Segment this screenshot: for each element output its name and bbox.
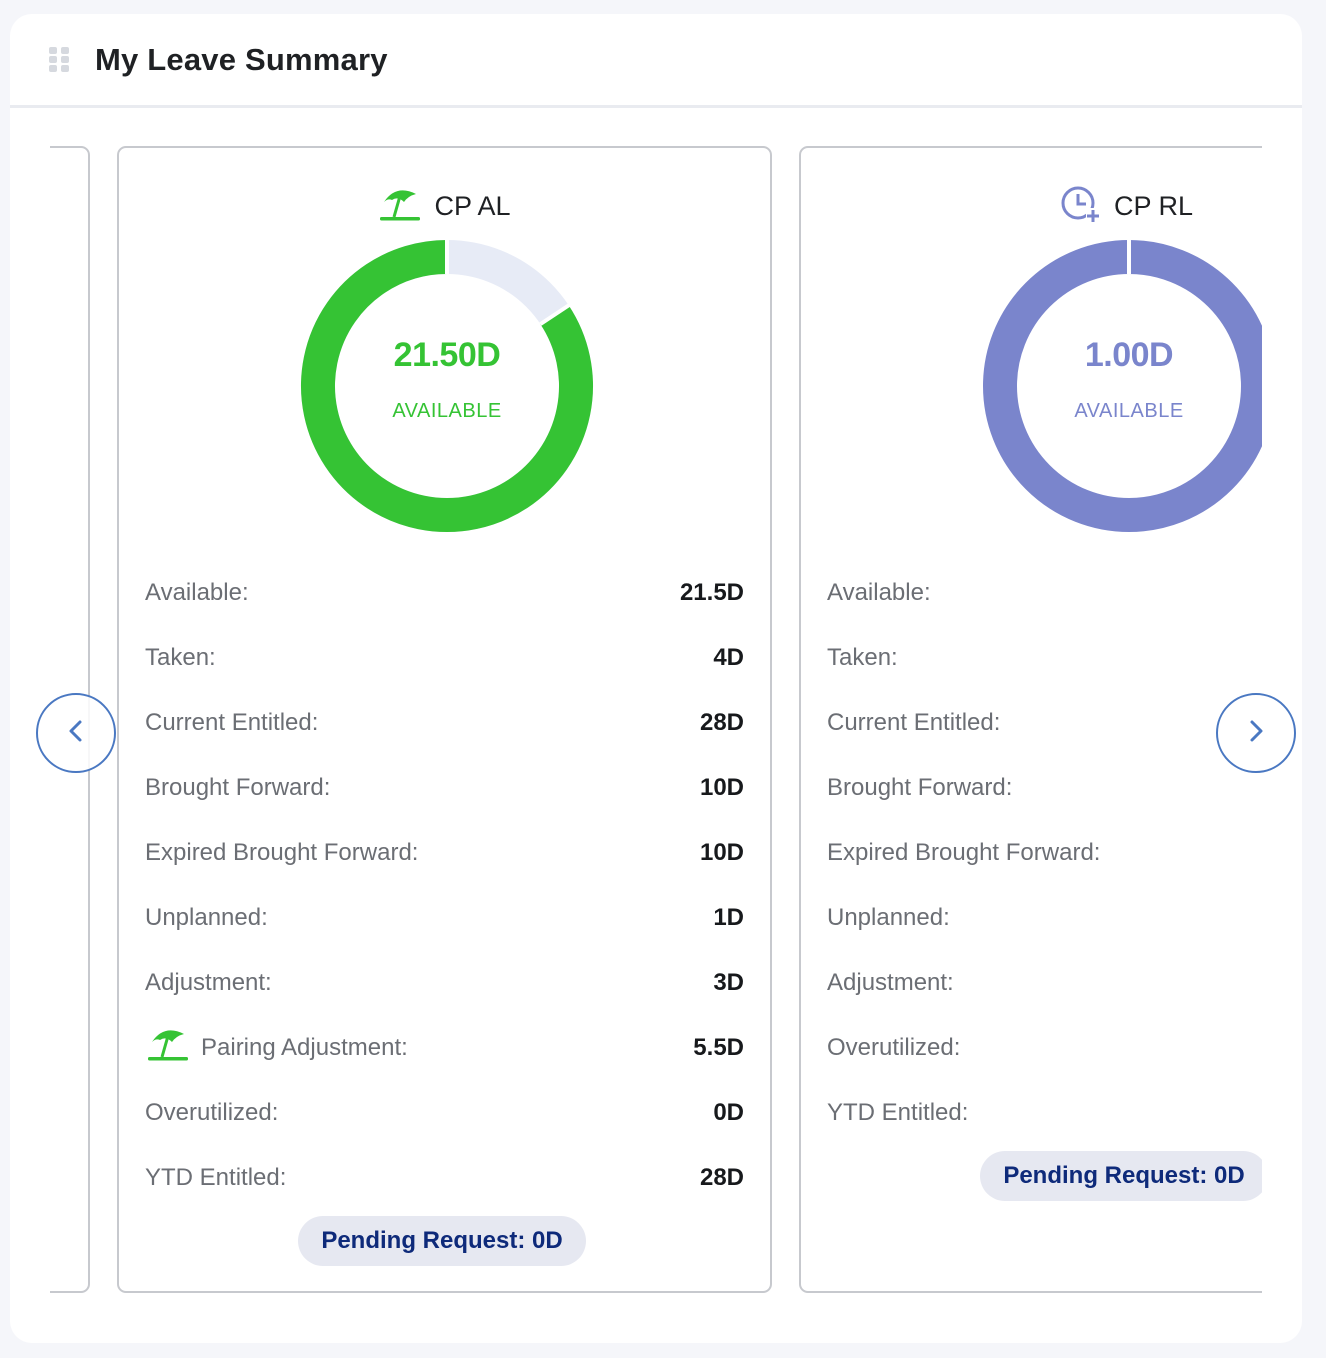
detail-row-available: Available: <box>827 560 1262 625</box>
chevron-left-icon <box>66 719 86 748</box>
row-label: Overutilized: <box>827 1033 961 1061</box>
row-value: 0D <box>713 1098 744 1126</box>
row-label: Taken: <box>827 643 898 671</box>
row-label-with-icon: Pairing Adjustment: <box>145 1026 408 1069</box>
row-label: Current Entitled: <box>827 708 1001 736</box>
donut-available-arc <box>301 240 593 532</box>
detail-row-adjustment: Adjustment: <box>827 950 1262 1015</box>
row-label: Available: <box>827 578 931 606</box>
available-donut-chart: 1.00D AVAILABLE <box>981 238 1262 534</box>
leave-card-cp-rl[interactable]: CP RL 1.00D AVAILABLE Available: Taken: <box>799 146 1262 1293</box>
detail-row-taken: Taken: 4D <box>145 625 744 690</box>
detail-row-unplanned: Unplanned: 1D <box>145 885 744 950</box>
leave-summary-widget: My Leave Summary <box>10 14 1302 1343</box>
row-value: 28D <box>699 1163 744 1191</box>
row-value: 10D <box>699 838 744 866</box>
detail-row-available: Available: 21.5D <box>145 560 744 625</box>
leave-type-name: CP RL <box>1113 190 1194 221</box>
widget-title: My Leave Summary <box>95 42 388 77</box>
detail-row-overutilized: Overutilized: <box>827 1015 1262 1080</box>
row-label: Adjustment: <box>827 968 954 996</box>
leave-card-cp-al[interactable]: CP AL 21.50D AVAILABLE Available: 21.5D <box>117 146 772 1293</box>
detail-row-brought-forward: Brought Forward: 10D <box>145 755 744 820</box>
donut-label: AVAILABLE <box>1074 400 1184 422</box>
row-label: Unplanned: <box>827 903 950 931</box>
row-label: Expired Brought Forward: <box>145 838 419 866</box>
row-label: Available: <box>145 578 249 606</box>
donut-available-arc <box>983 240 1262 532</box>
leave-carousel: CP AL 21.50D AVAILABLE Available: 21.5D <box>50 144 1262 1314</box>
row-label: Adjustment: <box>145 968 272 996</box>
beach-umbrella-icon <box>145 1026 191 1069</box>
detail-row-overutilized: Overutilized: 0D <box>145 1080 744 1145</box>
chevron-right-icon <box>1246 719 1266 748</box>
row-value: 3D <box>713 968 744 996</box>
detail-row-unplanned: Unplanned: <box>827 885 1262 950</box>
detail-row-adjustment: Adjustment: 3D <box>145 950 744 1015</box>
row-label: Unplanned: <box>145 903 268 931</box>
row-label: YTD Entitled: <box>827 1098 969 1126</box>
card-header: CP AL <box>119 186 770 226</box>
donut-value: 1.00D <box>1084 336 1174 374</box>
detail-row-ytd-entitled: YTD Entitled: 28D <box>145 1145 744 1210</box>
row-value: 21.5D <box>679 578 744 606</box>
carousel-next-button[interactable] <box>1216 693 1296 773</box>
row-label: Overutilized: <box>145 1098 279 1126</box>
detail-row-brought-forward: Brought Forward: <box>827 755 1262 820</box>
row-value: 28D <box>699 708 744 736</box>
row-label: Current Entitled: <box>145 708 319 736</box>
detail-row-taken: Taken: <box>827 625 1262 690</box>
row-label: YTD Entitled: <box>145 1163 287 1191</box>
row-value: 10D <box>699 773 744 801</box>
clock-plus-icon <box>1060 184 1102 229</box>
row-value: 1D <box>713 903 744 931</box>
donut-value: 21.50D <box>393 336 501 374</box>
row-value: 5.5D <box>693 1033 744 1061</box>
beach-umbrella-icon <box>378 186 422 227</box>
detail-row-expired-brought-forward: Expired Brought Forward: 10D <box>145 820 744 885</box>
pending-request-badge[interactable]: Pending Request: 0D <box>980 1151 1262 1201</box>
pending-request-badge[interactable]: Pending Request: 0D <box>298 1216 586 1266</box>
row-label: Brought Forward: <box>145 773 331 801</box>
carousel-prev-button[interactable] <box>36 693 116 773</box>
detail-row-pairing-adjustment: Pairing Adjustment: 5.5D <box>145 1015 744 1080</box>
detail-row-ytd-entitled: YTD Entitled: <box>827 1080 1262 1145</box>
detail-row-expired-brought-forward: Expired Brought Forward: <box>827 820 1262 885</box>
row-label: Brought Forward: <box>827 773 1013 801</box>
row-value: 4D <box>713 643 744 671</box>
row-label: Expired Brought Forward: <box>827 838 1101 866</box>
donut-gap-end <box>539 302 572 326</box>
detail-row-current-entitled: Current Entitled: <box>827 690 1262 755</box>
available-donut-chart: 21.50D AVAILABLE <box>299 238 595 534</box>
leave-details-list: Available: 21.5D Taken: 4D Current Entit… <box>145 560 744 1210</box>
widget-header: My Leave Summary <box>10 14 1302 108</box>
drag-handle-icon[interactable] <box>49 47 69 73</box>
card-header: CP RL <box>801 186 1262 226</box>
detail-row-current-entitled: Current Entitled: 28D <box>145 690 744 755</box>
leave-type-name: CP AL <box>434 190 511 221</box>
row-label: Pairing Adjustment: <box>201 1033 408 1061</box>
donut-label: AVAILABLE <box>392 400 502 422</box>
leave-details-list: Available: Taken: Current Entitled: Brou… <box>827 560 1262 1145</box>
row-label: Taken: <box>145 643 216 671</box>
